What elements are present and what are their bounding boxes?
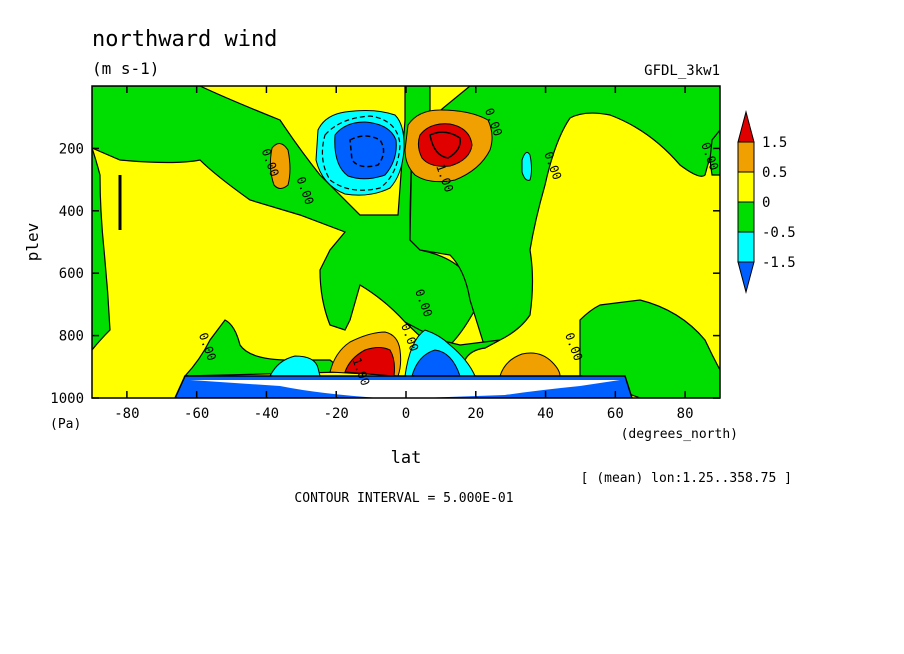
contour-line-sh-dashed-outer xyxy=(321,115,401,191)
colorbar-top-arrow xyxy=(737,110,755,143)
fill-orange-sh-midlat xyxy=(269,143,291,189)
fill-green-right-edge xyxy=(709,129,720,176)
colorbar-segment-3 xyxy=(737,201,755,233)
fill-blue-sh-upper xyxy=(334,121,397,180)
plot-area: 0.000.00 1.000.000.00 0.000.000.00 0.000.00… xyxy=(50,85,721,422)
averaging-note: [ (mean) lon:1.25..358.75 ] xyxy=(581,471,792,486)
colorbar-segment-4 xyxy=(737,231,755,263)
fill-blue-nh-lower xyxy=(411,349,461,377)
colorbar-label-1: 0.5 xyxy=(762,165,787,181)
y-axis-units: (Pa) xyxy=(50,417,81,432)
colorbar-label-2: 0 xyxy=(762,195,770,211)
chart-title: northward wind xyxy=(92,27,277,52)
y-tick-label-1: 400 xyxy=(59,204,84,220)
x-tick-label-7: 60 xyxy=(607,406,624,422)
colorbar-label-4: -1.5 xyxy=(762,255,796,271)
colorbar: 1.5 0.5 0 -0.5 -1.5 xyxy=(737,110,796,294)
fill-red-sh-lower xyxy=(344,347,395,377)
x-tick-label-1: -60 xyxy=(184,406,209,422)
y-tick-label-2: 600 xyxy=(59,266,84,282)
x-tick-label-2: -40 xyxy=(254,406,279,422)
y-axis-label: plev xyxy=(23,223,42,262)
x-tick-label-4: 0 xyxy=(402,406,410,422)
x-axis-label: lat xyxy=(391,448,422,468)
contour-fills xyxy=(92,86,720,398)
fill-orange-nh-lower xyxy=(499,352,561,377)
fill-green-sh-left-strip xyxy=(92,147,111,351)
x-axis: -80 -60 -40 -20 0 20 40 60 80 xyxy=(114,86,694,422)
contour-line-nh-inner xyxy=(429,131,461,159)
x-tick-label-6: 40 xyxy=(537,406,554,422)
x-tick-label-3: -20 xyxy=(324,406,349,422)
colorbar-label-3: -0.5 xyxy=(762,225,796,241)
colorbar-segment-1 xyxy=(737,141,755,173)
y-axis: 200 400 600 800 1000 xyxy=(50,141,720,407)
colorbar-bottom-arrow xyxy=(737,261,755,294)
x-axis-units: (degrees_north) xyxy=(621,427,738,442)
x-tick-label-0: -80 xyxy=(114,406,139,422)
chart-units: (m s-1) xyxy=(92,59,159,78)
y-tick-label-4: 1000 xyxy=(50,391,84,407)
y-tick-label-3: 800 xyxy=(59,329,84,345)
fill-green-nh-lower xyxy=(579,299,720,398)
contour-interval-note: CONTOUR INTERVAL = 5.000E-01 xyxy=(294,491,513,506)
colorbar-label-0: 1.5 xyxy=(762,135,787,151)
dataset-label: GFDL_3kw1 xyxy=(644,63,720,79)
x-tick-label-5: 20 xyxy=(467,406,484,422)
x-tick-label-8: 80 xyxy=(677,406,694,422)
fill-cyan-nh-upper-small xyxy=(521,151,532,181)
y-tick-label-0: 200 xyxy=(59,141,84,157)
fill-cyan-sh-lower-small xyxy=(269,355,321,377)
colorbar-segment-2 xyxy=(737,171,755,203)
contour-line-sh-inner xyxy=(349,135,385,168)
topography-fill-white xyxy=(190,380,620,398)
